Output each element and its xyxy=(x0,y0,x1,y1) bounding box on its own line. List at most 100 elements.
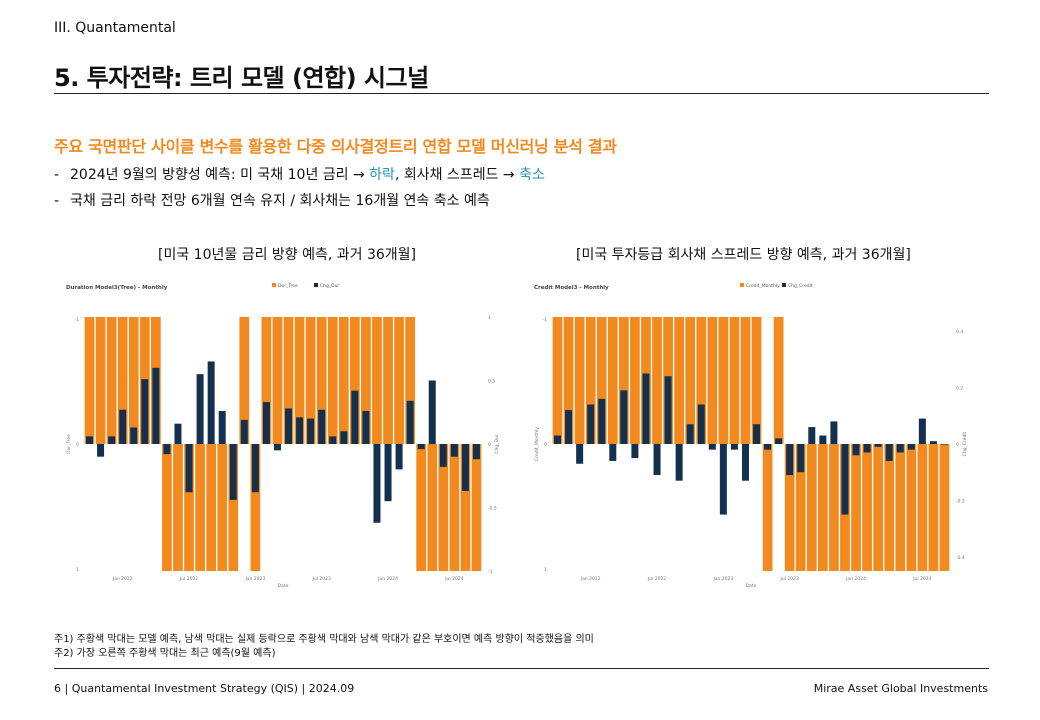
x-tick-label: Jan 2023 xyxy=(244,576,265,582)
model-bar xyxy=(685,317,696,444)
actual-change-bar xyxy=(97,444,105,457)
actual-change-bar xyxy=(307,418,315,444)
model-bar xyxy=(596,317,607,444)
model-bar xyxy=(95,317,106,444)
left-axis-title: Dur_Tree xyxy=(66,434,72,454)
legend-label: Chg_Credit xyxy=(788,283,813,289)
right-tick-label: 0 xyxy=(956,442,959,448)
legend-swatch xyxy=(314,283,318,287)
actual-change-bar xyxy=(719,444,727,515)
left-tick-label: -1 xyxy=(543,317,548,323)
actual-change-bar xyxy=(351,390,359,444)
model-bar xyxy=(449,444,460,571)
model-bar xyxy=(873,444,883,571)
actual-change-bar xyxy=(185,444,193,493)
chart-2-caption: [미국 투자등급 회사채 스프레드 방향 예측, 과거 36개월] xyxy=(576,247,911,263)
actual-change-bar xyxy=(472,444,480,460)
model-bar xyxy=(784,444,795,571)
model-bar xyxy=(795,444,806,571)
actual-change-bar xyxy=(653,444,661,476)
actual-change-bar xyxy=(664,376,672,444)
model-bar xyxy=(818,444,828,571)
model-bar xyxy=(762,444,773,571)
model-bar xyxy=(585,317,596,444)
model-bar xyxy=(106,317,117,444)
actual-change-bar xyxy=(940,444,948,445)
right-tick-label: 1 xyxy=(488,315,491,321)
actual-change-bar xyxy=(565,410,573,444)
right-tick-label: -0.4 xyxy=(956,555,965,561)
x-axis-title: Date xyxy=(278,583,289,589)
legend-label: Dur_Tree xyxy=(278,283,298,289)
actual-change-bar xyxy=(362,410,370,444)
actual-change-bar xyxy=(86,436,94,444)
model-bar xyxy=(195,444,205,571)
bullet-1-highlight-2: 축소 xyxy=(519,167,545,183)
bullet-2-text: 국채 금리 하락 전망 6개월 연속 유지 / 회사채는 16개월 연속 축소 … xyxy=(70,193,490,209)
actual-change-bar xyxy=(598,398,606,444)
summary-heading: 주요 국면판단 사이클 변수를 활용한 다중 의사결정트리 연합 모델 머신러닝… xyxy=(54,137,617,156)
actual-change-bar xyxy=(675,444,683,481)
actual-change-bar xyxy=(384,444,392,502)
model-bar xyxy=(740,317,751,444)
model-bar xyxy=(173,444,183,571)
footer-right: Mirae Asset Global Investments xyxy=(813,682,988,695)
actual-change-bar xyxy=(196,374,204,444)
model-bar xyxy=(607,317,618,444)
right-tick-label: 0.5 xyxy=(488,379,495,385)
model-bar xyxy=(460,444,471,571)
actual-change-bar xyxy=(428,380,436,444)
model-bar xyxy=(773,317,784,444)
model-bar xyxy=(294,317,305,444)
model-bar xyxy=(283,317,294,444)
model-bar xyxy=(574,317,585,444)
model-bar xyxy=(305,317,316,444)
actual-change-bar xyxy=(819,435,827,444)
model-bar xyxy=(729,317,740,444)
model-bar xyxy=(718,317,729,444)
right-tick-label: 0 xyxy=(488,442,491,448)
left-tick-label: 1 xyxy=(76,567,79,573)
actual-change-bar xyxy=(775,438,783,444)
legend-label: Chg_Dur xyxy=(320,283,339,289)
model-bar xyxy=(851,444,861,571)
actual-change-bar xyxy=(152,367,160,444)
x-tick-label: Jul 2024 xyxy=(912,576,931,582)
actual-change-bar xyxy=(141,379,149,444)
actual-change-bar xyxy=(631,444,639,459)
model-bar xyxy=(383,317,393,444)
actual-change-bar xyxy=(417,444,425,450)
model-bar xyxy=(327,317,338,444)
actual-change-bar xyxy=(587,404,595,444)
model-bar xyxy=(917,444,928,571)
model-bar xyxy=(696,317,707,444)
model-bar xyxy=(416,444,427,571)
model-bar xyxy=(884,444,895,571)
model-bar xyxy=(350,317,360,444)
right-axis-title: Chg_Dur xyxy=(494,434,500,453)
actual-change-bar xyxy=(406,400,414,444)
right-tick-label: -0.5 xyxy=(488,506,497,512)
model-bar xyxy=(184,444,194,571)
model-bar xyxy=(217,444,228,571)
footer-left: 6 | Quantamental Investment Strategy (QI… xyxy=(54,682,355,695)
model-bar xyxy=(239,317,250,444)
actual-change-bar xyxy=(730,444,738,450)
legend-swatch xyxy=(272,283,276,287)
chart-1-caption: [미국 10년물 금리 방향 예측, 과거 36개월] xyxy=(158,247,417,263)
x-tick-label: Jul 2023 xyxy=(312,576,331,582)
left-tick-label: -1 xyxy=(75,317,80,323)
x-tick-label: Jan 2024 xyxy=(377,576,398,582)
model-bar xyxy=(939,444,950,571)
model-bar xyxy=(806,444,817,571)
actual-change-bar xyxy=(461,444,469,491)
model-bar xyxy=(394,317,404,444)
actual-change-bar xyxy=(240,419,248,444)
actual-change-bar xyxy=(373,444,381,523)
actual-change-bar xyxy=(708,444,716,450)
model-bar xyxy=(707,317,718,444)
actual-change-bar xyxy=(296,417,304,444)
legend-swatch xyxy=(740,283,744,287)
model-bar xyxy=(862,444,872,571)
actual-change-bar xyxy=(262,402,270,444)
